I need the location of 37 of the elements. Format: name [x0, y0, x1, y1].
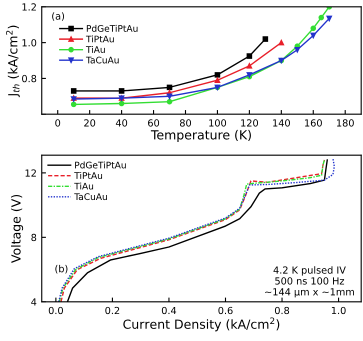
legend-label: TiAu — [74, 182, 94, 190]
x-tick-label: 140 — [273, 119, 290, 127]
x-tick-label: 120 — [241, 119, 258, 127]
x-tick-label: 0 — [55, 119, 60, 127]
y-tick-label: 1.0 — [22, 39, 36, 46]
y-tick-label: 12 — [26, 169, 36, 177]
x-tick-label: 0.6 — [218, 306, 233, 314]
legend-label: TiPtAu — [74, 172, 102, 180]
x-tick-label: 0.4 — [162, 306, 176, 314]
x-tick-label: 160 — [305, 119, 322, 127]
x-tick-label: 100 — [209, 119, 226, 127]
y-tick-label: 0.8 — [22, 74, 36, 82]
y-axis-title: J$_{th}$ (kA/cm$^{2}$) — [6, 26, 20, 98]
x-tick-label: 0.8 — [274, 306, 290, 314]
x-tick-label: 40 — [116, 119, 128, 127]
legend-label: TiPtAu — [86, 35, 114, 42]
annotation: 4.2 K pulsed IV 500 ns 100 Hz ~144 μm x ~1mm — [265, 266, 354, 298]
x-tick-label: 20 — [84, 119, 96, 127]
legend-label: TiAu — [86, 46, 105, 53]
legend-label: PdGeTiPtAu — [75, 161, 126, 168]
y-axis-title: Voltage (V) — [11, 194, 24, 263]
annotation: (b) — [55, 264, 68, 274]
legend-label: TaCuAu — [86, 56, 119, 64]
x-axis-title: Current Density (kA/cm$^{2}$) — [123, 317, 280, 332]
x-tick-label: 180 — [337, 119, 354, 127]
x-axis-title: Temperature (K) — [150, 130, 251, 142]
y-tick-label: 4 — [31, 298, 36, 306]
y-tick-label: 8 — [31, 234, 36, 242]
x-tick-label: 0.0 — [48, 306, 63, 314]
legend-label: PdGeTiPtAu — [86, 24, 138, 32]
x-tick-label: 60 — [148, 119, 160, 127]
x-tick-label: 1.0 — [332, 306, 346, 314]
annotation: (a) — [52, 12, 64, 21]
legend-label: TaCuAu — [74, 193, 107, 200]
y-tick-label: 1.2 — [22, 3, 36, 11]
x-tick-label: 0.2 — [105, 306, 120, 314]
x-tick-label: 80 — [180, 119, 192, 127]
